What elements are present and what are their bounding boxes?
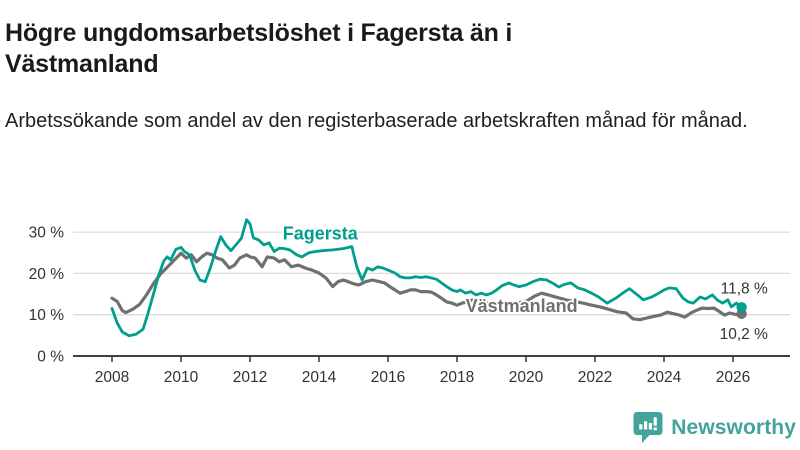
- x-axis-tick-label: 2024: [647, 369, 682, 386]
- x-axis-tick-label: 2026: [716, 369, 750, 386]
- series-label-fagersta: Fagersta: [283, 224, 359, 244]
- newsworthy-brand: Newsworthy: [633, 411, 796, 444]
- y-axis-tick-label: 10 %: [29, 307, 65, 324]
- x-axis-tick-label: 2016: [371, 369, 405, 386]
- x-axis-tick-label: 2010: [164, 369, 199, 386]
- end-value-label-v-stmanland: 10,2 %: [720, 326, 768, 343]
- series-end-dot-fagersta: [736, 302, 747, 313]
- chart-subtitle: Arbetssökande som andel av den registerb…: [5, 110, 748, 132]
- y-axis-tick-label: 20 %: [29, 266, 65, 283]
- x-axis-tick-label: 2012: [233, 369, 267, 386]
- bar-chart-speech-bubble-icon: [633, 412, 663, 443]
- y-axis-tick-label: 30 %: [29, 225, 65, 242]
- x-axis-tick-label: 2022: [578, 369, 612, 386]
- x-axis-tick-label: 2008: [95, 369, 129, 386]
- x-axis-tick-label: 2020: [509, 369, 544, 386]
- end-value-label-fagersta: 11,8 %: [721, 280, 768, 297]
- series-line-v-stmanland: [110, 251, 744, 322]
- x-axis-tick-label: 2014: [302, 369, 337, 386]
- series-line-fagersta: [110, 218, 743, 338]
- series-label-v-stmanland: Västmanland: [466, 296, 578, 316]
- brand-wordmark: Newsworthy: [671, 415, 796, 439]
- y-axis-tick-label: 0 %: [37, 349, 64, 366]
- x-axis-tick-label: 2018: [440, 369, 474, 386]
- page-title: Högre ungdomsarbetslöshet i Fagersta än …: [5, 18, 513, 78]
